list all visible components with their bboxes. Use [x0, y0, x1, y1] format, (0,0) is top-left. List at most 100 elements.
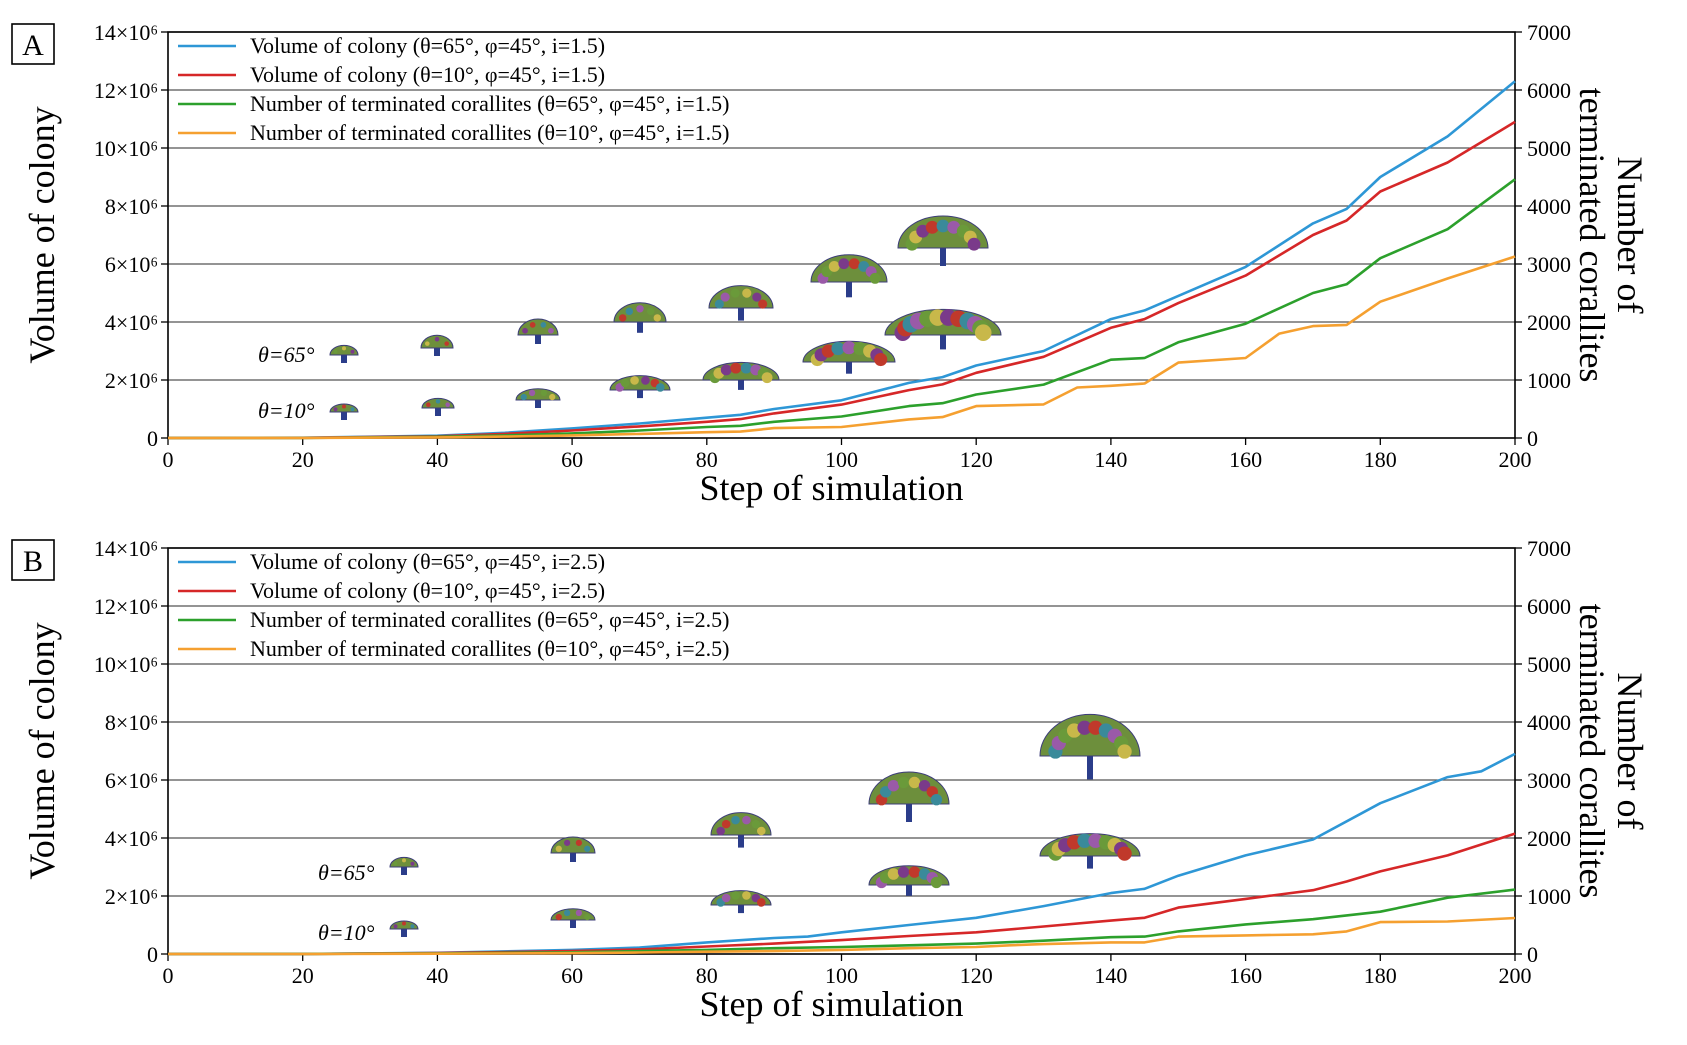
y2-tick-label: 3000	[1527, 768, 1571, 793]
x-tick-label: 60	[561, 963, 583, 988]
x-tick-label: 100	[825, 963, 858, 988]
x-axis-label: Step of simulation	[700, 984, 964, 1024]
y-tick-label: 6×10⁶	[105, 252, 158, 277]
x-tick-label: 200	[1499, 447, 1532, 472]
y2-tick-label: 0	[1527, 942, 1538, 967]
colony-inset-image	[550, 908, 596, 928]
x-tick-label: 60	[561, 447, 583, 472]
series-line-4	[167, 255, 1516, 440]
series-line-2	[167, 120, 1516, 440]
colony-inset-image	[1039, 833, 1141, 869]
x-tick-label: 0	[163, 963, 174, 988]
legend-entry: Volume of colony (θ=10°, φ=45°, i=1.5)	[250, 62, 605, 87]
x-tick-label: 120	[960, 963, 993, 988]
y-tick-label: 10×10⁶	[94, 136, 158, 161]
y-tick-label: 4×10⁶	[105, 310, 158, 335]
y-axis-label: Volume of colony	[22, 622, 62, 879]
legend-entry: Number of terminated corallites (θ=65°, …	[250, 607, 729, 632]
series-line-1	[167, 80, 1516, 440]
legend-entry: Volume of colony (θ=65°, φ=45°, i=1.5)	[250, 33, 605, 58]
colony-inset-image	[421, 397, 455, 416]
colony-inset-image	[329, 403, 359, 420]
legend-entry: Number of terminated corallites (θ=65°, …	[250, 91, 729, 116]
series-line-1	[167, 752, 1516, 956]
colony-inset-image	[613, 302, 667, 333]
x-tick-label: 20	[292, 963, 314, 988]
inset-label-theta65: θ=65°	[318, 860, 375, 885]
y2-tick-label: 2000	[1527, 310, 1571, 335]
x-tick-label: 180	[1364, 963, 1397, 988]
x-tick-label: 140	[1094, 963, 1127, 988]
x-tick-label: 80	[696, 447, 718, 472]
colony-inset-image	[420, 334, 454, 356]
colony-inset-image	[515, 388, 561, 408]
y-tick-label: 14×10⁶	[94, 536, 158, 561]
panel-letter: B	[23, 545, 43, 578]
y2-axis-label-line1: Number of	[1610, 157, 1650, 314]
colony-inset-image	[810, 254, 888, 298]
x-axis-label: Step of simulation	[700, 468, 964, 508]
y2-tick-label: 0	[1527, 426, 1538, 451]
y-tick-label: 2×10⁶	[105, 884, 158, 909]
y-axis-label: Volume of colony	[22, 106, 62, 363]
colony-inset-image	[389, 856, 419, 875]
colony-inset-image	[389, 920, 419, 937]
y2-tick-label: 6000	[1527, 594, 1571, 619]
x-tick-label: 80	[696, 963, 718, 988]
y2-tick-label: 3000	[1527, 252, 1571, 277]
y-tick-label: 0	[147, 426, 158, 451]
y-tick-label: 8×10⁶	[105, 194, 158, 219]
colony-inset-image	[550, 836, 596, 862]
chart-panel-B: B 0 2×10⁶ 4×10⁶ 6×10⁶ 8×10⁶ 10×10⁶ 12×10⁶ 14×10⁶…	[11, 536, 1650, 1024]
y2-tick-label: 1000	[1527, 884, 1571, 909]
colony-inset-image	[609, 375, 671, 399]
y2-tick-label: 6000	[1527, 78, 1571, 103]
inset-label-theta65: θ=65°	[258, 342, 315, 367]
colony-inset-image	[517, 318, 559, 344]
x-tick-label: 120	[960, 447, 993, 472]
y2-tick-label: 4000	[1527, 710, 1571, 735]
colony-inset-image	[710, 812, 772, 848]
x-tick-label: 0	[163, 447, 174, 472]
panel-letter-box	[11, 539, 55, 581]
y-tick-label: 12×10⁶	[94, 594, 158, 619]
panel-letter-box	[11, 23, 55, 65]
x-tick-label: 20	[292, 447, 314, 472]
y-tick-label: 2×10⁶	[105, 368, 158, 393]
x-tick-label: 180	[1364, 447, 1397, 472]
colony-inset-image	[802, 340, 896, 374]
y2-tick-label: 5000	[1527, 136, 1571, 161]
legend-entry: Number of terminated corallites (θ=10°, …	[250, 120, 729, 145]
colony-inset-image	[702, 361, 780, 390]
colony-inset-image	[1039, 713, 1141, 780]
inset-label-theta10: θ=10°	[258, 398, 315, 423]
series-line-3	[167, 178, 1516, 440]
colony-inset-image	[897, 215, 989, 266]
series-line-4	[168, 916, 1516, 956]
y2-tick-label: 5000	[1527, 652, 1571, 677]
y2-tick-label: 2000	[1527, 826, 1571, 851]
y-tick-label: 4×10⁶	[105, 826, 158, 851]
x-tick-label: 100	[825, 447, 858, 472]
y2-tick-label: 7000	[1527, 20, 1571, 45]
panel-letter: A	[22, 29, 44, 62]
y2-axis-label-line2: terminated corallites	[1572, 88, 1612, 383]
x-tick-label: 40	[426, 447, 448, 472]
x-tick-label: 40	[426, 963, 448, 988]
x-tick-label: 160	[1229, 963, 1262, 988]
legend-entry: Volume of colony (θ=65°, φ=45°, i=2.5)	[250, 549, 605, 574]
y-tick-label: 10×10⁶	[94, 652, 158, 677]
colony-inset-image	[868, 771, 950, 822]
y-tick-label: 0	[147, 942, 158, 967]
colony-inset-image	[708, 285, 774, 321]
colony-inset-image	[868, 865, 950, 896]
y-tick-label: 14×10⁶	[94, 20, 158, 45]
inset-label-theta10: θ=10°	[318, 920, 375, 945]
y2-tick-label: 4000	[1527, 194, 1571, 219]
x-tick-label: 160	[1229, 447, 1262, 472]
colony-inset-image	[329, 344, 359, 363]
chart-panel-A: A 0 2×10⁶ 4×10⁶ 6×10⁶ 8×10⁶ 10×10⁶ 12×10⁶ 14×10⁶…	[11, 20, 1650, 508]
colony-inset-image	[884, 308, 1002, 350]
y-tick-label: 12×10⁶	[94, 78, 158, 103]
